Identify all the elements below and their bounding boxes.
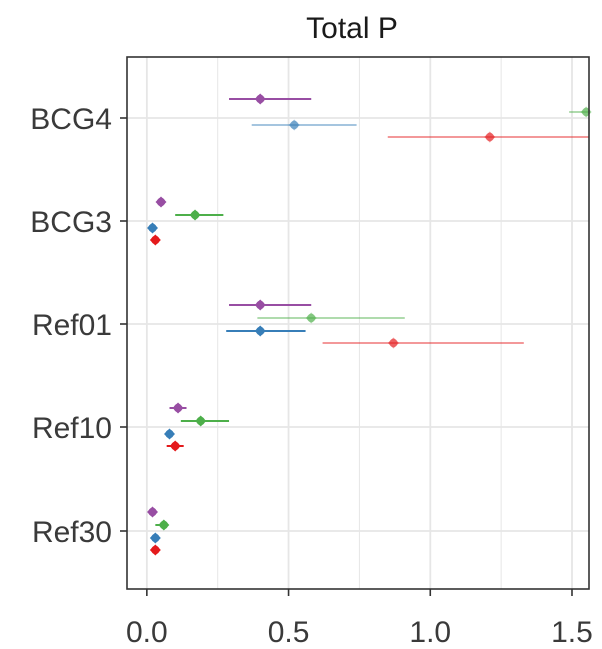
data-point-core bbox=[159, 520, 169, 530]
data-point-core bbox=[151, 533, 160, 543]
data-point-core bbox=[196, 416, 205, 426]
data-point-core bbox=[165, 429, 174, 439]
data-point bbox=[387, 337, 399, 349]
axes: 0.0 0.5 1.0 1.5 BCG4 BCG3 Ref01 Ref10 Ref30 bbox=[30, 103, 593, 649]
data-point-core bbox=[173, 403, 183, 413]
plot-panel bbox=[126, 56, 590, 590]
chart-title: Total P bbox=[306, 12, 398, 45]
y-category-label: Ref10 bbox=[32, 412, 112, 445]
grid bbox=[127, 57, 589, 589]
data-point-core bbox=[389, 338, 398, 348]
data-point-core bbox=[290, 120, 299, 130]
data-point-core bbox=[151, 235, 160, 245]
data-point bbox=[484, 131, 496, 143]
x-tick-label: 0.5 bbox=[268, 616, 310, 649]
y-category-label: Ref01 bbox=[32, 309, 112, 342]
y-category-label: BCG3 bbox=[30, 206, 112, 239]
data-point-core bbox=[148, 507, 157, 517]
data-point bbox=[305, 312, 317, 324]
data-point-core bbox=[256, 326, 265, 336]
plot-marks bbox=[147, 93, 592, 556]
data-point-core bbox=[151, 545, 160, 555]
data-point-core bbox=[485, 132, 494, 142]
data-point-core bbox=[148, 223, 157, 233]
data-point-core bbox=[156, 197, 166, 207]
y-category-label: Ref30 bbox=[32, 516, 112, 549]
data-point-core bbox=[307, 313, 316, 323]
x-tick-label: 1.5 bbox=[551, 616, 593, 649]
data-point-core bbox=[190, 210, 200, 220]
x-tick-label: 0.0 bbox=[126, 616, 168, 649]
data-point-core bbox=[256, 300, 265, 310]
x-tick-label: 1.0 bbox=[409, 616, 451, 649]
data-point-core bbox=[170, 441, 180, 451]
data-point bbox=[288, 119, 300, 131]
data-point-core bbox=[256, 94, 265, 104]
y-category-label: BCG4 bbox=[30, 103, 112, 136]
